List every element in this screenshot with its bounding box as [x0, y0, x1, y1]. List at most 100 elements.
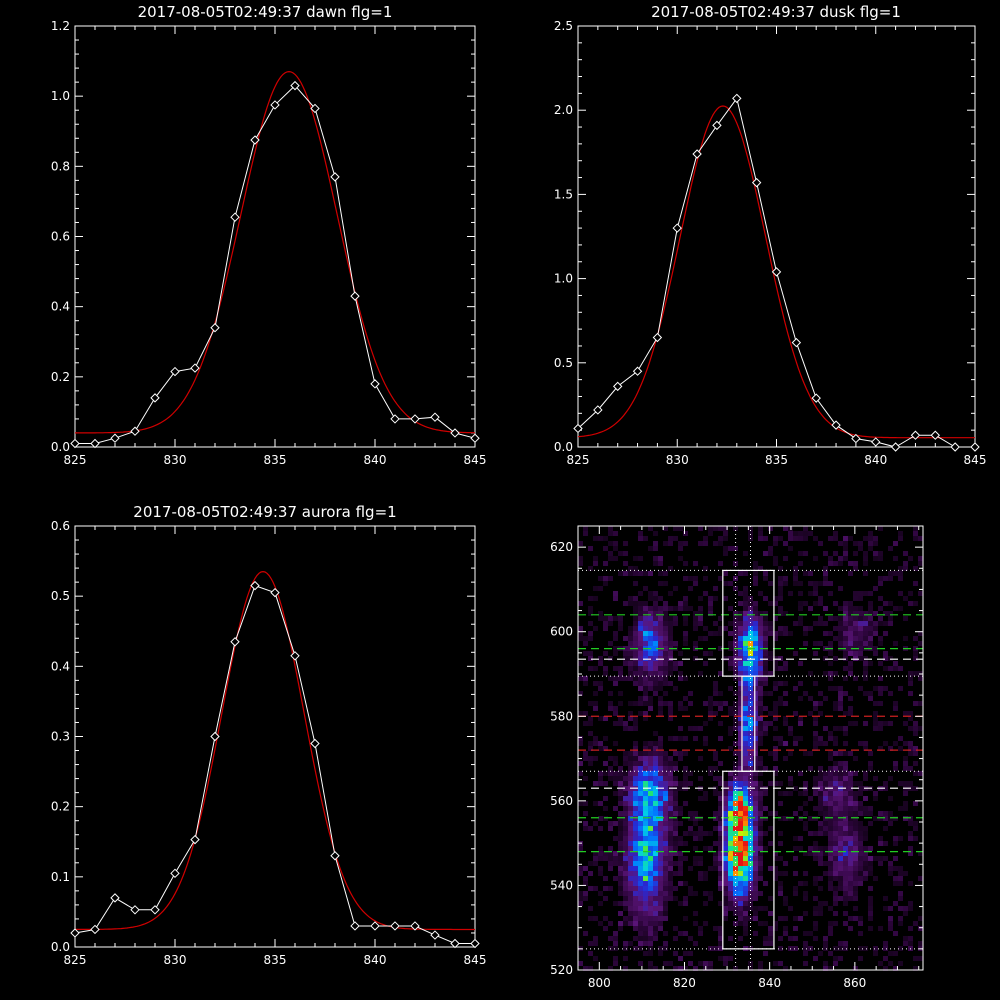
heatmap-cell [688, 586, 693, 591]
heatmap-cell [638, 616, 643, 621]
heatmap-cell [753, 721, 758, 726]
heatmap-cell [808, 606, 813, 611]
heatmap-cell [748, 761, 753, 766]
heatmap-cell [903, 566, 908, 571]
heatmap-cell [753, 816, 758, 821]
heatmap-cell [618, 911, 623, 916]
heatmap-cell [858, 826, 863, 831]
heatmap-cell [773, 711, 778, 716]
heatmap-cell [758, 841, 763, 846]
heatmap-cell [783, 581, 788, 586]
heatmap-cell [728, 776, 733, 781]
heatmap-cell [778, 586, 783, 591]
heatmap-cell [748, 666, 753, 671]
heatmap-cell [733, 886, 738, 891]
heatmap-cell [623, 571, 628, 576]
heatmap-cell [908, 711, 913, 716]
heatmap-cell [598, 781, 603, 786]
heatmap-cell [838, 791, 843, 796]
heatmap-cell [738, 881, 743, 886]
heatmap-cell [658, 846, 663, 851]
heatmap-cell [668, 781, 673, 786]
heatmap-cell [688, 606, 693, 611]
heatmap-cell [593, 936, 598, 941]
heatmap-cell [823, 606, 828, 611]
heatmap-cell [633, 816, 638, 821]
heatmap-cell [653, 761, 658, 766]
heatmap-cell [638, 961, 643, 966]
heatmap-cell [858, 651, 863, 656]
heatmap-cell [653, 676, 658, 681]
heatmap-cell [768, 551, 773, 556]
y-tick-label: 0.3 [51, 730, 70, 744]
heatmap-cell [778, 701, 783, 706]
heatmap-cell [793, 926, 798, 931]
heatmap-cell [703, 871, 708, 876]
heatmap-cell [873, 776, 878, 781]
heatmap-cell [843, 781, 848, 786]
heatmap-cell [903, 781, 908, 786]
heatmap-cell [643, 781, 648, 786]
heatmap-cell [648, 526, 653, 531]
heatmap-cell [763, 571, 768, 576]
data-point-marker [970, 442, 980, 452]
heatmap-cell [753, 671, 758, 676]
heatmap-cell [813, 926, 818, 931]
heatmap-cell [788, 531, 793, 536]
heatmap-cell [698, 816, 703, 821]
heatmap-cell [633, 776, 638, 781]
heatmap-cell [688, 866, 693, 871]
heatmap-cell [698, 861, 703, 866]
heatmap-cell [823, 946, 828, 951]
y-tick-label: 600 [550, 625, 573, 639]
heatmap-cell [838, 776, 843, 781]
heatmap-cell [813, 846, 818, 851]
heatmap-cell [718, 816, 723, 821]
heatmap-cell [578, 556, 583, 561]
heatmap-cell [683, 881, 688, 886]
heatmap-cell [753, 571, 758, 576]
heatmap-cell [728, 706, 733, 711]
heatmap-cell [728, 806, 733, 811]
heatmap-cell [833, 871, 838, 876]
x-tick-label: 840 [864, 453, 887, 467]
heatmap-cell [793, 711, 798, 716]
heatmap-cell [738, 671, 743, 676]
heatmap-cell [658, 916, 663, 921]
heatmap-cell [648, 916, 653, 921]
heatmap-cell [653, 651, 658, 656]
heatmap-cell [858, 541, 863, 546]
heatmap-cell [613, 741, 618, 746]
heatmap-cell [608, 656, 613, 661]
heatmap-cell [783, 741, 788, 746]
heatmap-cell [728, 641, 733, 646]
heatmap-cell [643, 691, 648, 696]
data-point-marker [170, 366, 180, 377]
heatmap-cell [653, 641, 658, 646]
heatmap-cell [603, 876, 608, 881]
heatmap-cell [758, 821, 763, 826]
heatmap-cell [853, 756, 858, 761]
heatmap-cell [778, 611, 783, 616]
heatmap-cell [783, 896, 788, 901]
heatmap-cell [678, 526, 683, 531]
heatmap-cell [633, 596, 638, 601]
heatmap-cell [603, 626, 608, 631]
heatmap-cell [738, 741, 743, 746]
y-tick-label: 0.8 [51, 159, 70, 173]
heatmap-cell [693, 736, 698, 741]
heatmap-cell [693, 626, 698, 631]
heatmap-cell [613, 961, 618, 966]
heatmap-cell [658, 756, 663, 761]
heatmap-cell [608, 766, 613, 771]
heatmap-cell [878, 861, 883, 866]
heatmap-cell [648, 846, 653, 851]
heatmap-cell [643, 921, 648, 926]
heatmap-cell [608, 756, 613, 761]
heatmap-cell [713, 946, 718, 951]
y-tick-label: 1.5 [554, 187, 573, 201]
heatmap-cell [853, 651, 858, 656]
heatmap-cell [718, 691, 723, 696]
heatmap-cell [748, 886, 753, 891]
heatmap-cell [678, 841, 683, 846]
